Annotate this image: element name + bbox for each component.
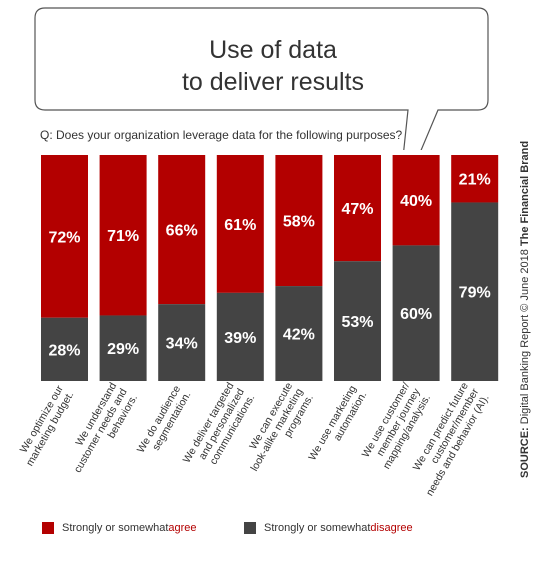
bar-disagree	[41, 317, 88, 381]
legend-disagree-word: disagree	[370, 522, 413, 534]
bar-disagree	[158, 304, 206, 381]
bar-label-agree: 40%	[400, 193, 432, 210]
bar-disagree	[451, 202, 499, 381]
legend-disagree: Strongly or somewhat disagree	[244, 522, 413, 534]
legend-agree-swatch	[42, 522, 54, 534]
legend-agree: Strongly or somewhat agree	[42, 522, 197, 534]
category-label: We use marketingautomation.	[306, 383, 369, 468]
legend-agree-prefix: Strongly or somewhat	[62, 522, 169, 534]
bar-label-disagree: 39%	[224, 330, 256, 347]
bar-label-disagree: 53%	[341, 314, 373, 331]
source-text: Digital Banking Report	[519, 314, 531, 425]
bar-disagree	[334, 261, 381, 381]
chart-title-line-2: to deliver results	[181, 68, 365, 96]
bar-label-agree: 21%	[459, 172, 491, 189]
bar-disagree	[99, 315, 147, 381]
bar-agree	[392, 155, 440, 246]
bar-label-disagree: 42%	[283, 327, 315, 344]
legend-agree-word: agree	[168, 522, 197, 534]
bar-agree	[99, 155, 147, 316]
bar-label-agree: 47%	[341, 201, 373, 218]
survey-question: Q: Does your organization leverage data …	[40, 128, 403, 142]
bar-label-agree: 61%	[224, 217, 256, 234]
chart-title-line-1: Use of data	[209, 36, 337, 64]
bar-agree	[216, 155, 264, 293]
source-date: © June 2018	[519, 249, 531, 312]
bar-label-agree: 58%	[283, 214, 315, 231]
bar-disagree	[275, 286, 323, 381]
bar-label-disagree: 28%	[48, 342, 80, 359]
bar-label-disagree: 60%	[400, 306, 432, 323]
bar-agree	[41, 155, 88, 318]
bar-label-agree: 72%	[48, 229, 80, 246]
bar-label-agree: 66%	[166, 223, 198, 240]
bar-label-disagree: 29%	[107, 341, 139, 358]
bar-label-disagree: 34%	[166, 336, 198, 353]
category-label: We do audiencesegmentation.	[135, 383, 194, 461]
legend-disagree-prefix: Strongly or somewhat	[264, 522, 371, 534]
legend-disagree-swatch	[244, 522, 256, 534]
bar-agree	[158, 155, 206, 305]
category-label: We optimize ourmarketing budget.	[13, 383, 76, 468]
bar-disagree	[392, 245, 440, 381]
bar-disagree	[216, 292, 264, 381]
source-brand: The Financial Brand	[519, 140, 531, 247]
bar-agree	[275, 155, 323, 287]
speech-bubble	[34, 7, 489, 150]
bar-label-agree: 71%	[107, 228, 139, 245]
bar-label-disagree: 79%	[459, 285, 491, 302]
source-note: SOURCE: Digital Banking Report © June 20…	[517, 141, 533, 478]
bar-agree	[334, 155, 381, 262]
bar-agree	[451, 155, 499, 203]
source-label: SOURCE:	[519, 427, 531, 478]
